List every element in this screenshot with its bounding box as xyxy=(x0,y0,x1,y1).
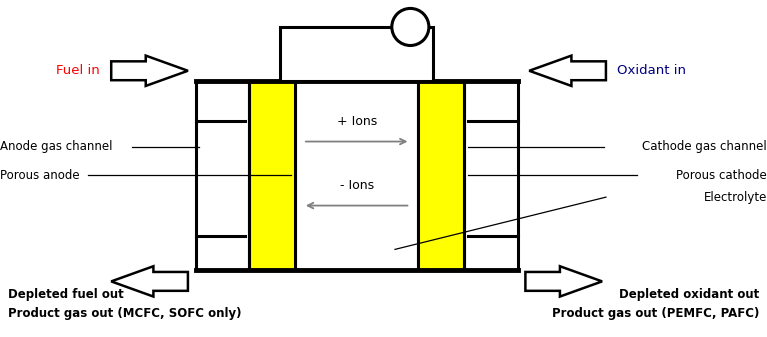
Polygon shape xyxy=(529,56,606,86)
Text: e⁻: e⁻ xyxy=(299,49,314,62)
Polygon shape xyxy=(111,266,188,297)
Text: + Ions: + Ions xyxy=(337,115,377,128)
Text: Product gas out (PEMFC, PAFC): Product gas out (PEMFC, PAFC) xyxy=(552,307,759,320)
Text: Porous cathode: Porous cathode xyxy=(676,169,767,182)
Text: Fuel in: Fuel in xyxy=(56,64,100,77)
Ellipse shape xyxy=(392,8,429,45)
Bar xyxy=(280,27,433,81)
Bar xyxy=(249,81,295,270)
Polygon shape xyxy=(111,56,188,86)
Text: Cathode gas channel: Cathode gas channel xyxy=(642,140,767,153)
Text: - Ions: - Ions xyxy=(340,179,374,192)
Polygon shape xyxy=(525,266,602,297)
Text: Depleted oxidant out: Depleted oxidant out xyxy=(619,288,759,301)
Text: Electrolyte: Electrolyte xyxy=(703,191,767,204)
Text: Oxidant in: Oxidant in xyxy=(617,64,686,77)
Text: Product gas out (MCFC, SOFC only): Product gas out (MCFC, SOFC only) xyxy=(8,307,241,320)
Text: Anode gas channel: Anode gas channel xyxy=(0,140,113,153)
Text: Porous anode: Porous anode xyxy=(0,169,80,182)
Bar xyxy=(418,81,464,270)
Bar xyxy=(295,81,418,270)
Text: Depleted fuel out: Depleted fuel out xyxy=(8,288,123,301)
